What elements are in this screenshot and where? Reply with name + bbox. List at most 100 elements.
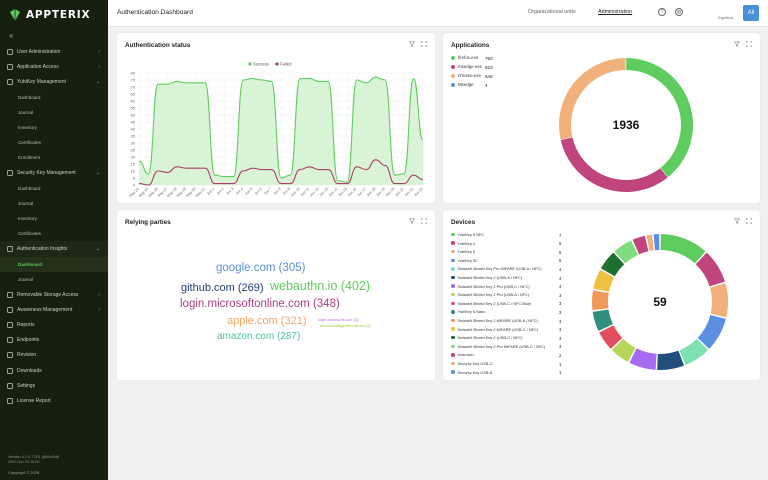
donut-slice[interactable] — [592, 290, 609, 311]
donut-slice[interactable] — [599, 325, 623, 349]
donut-slice[interactable] — [559, 58, 626, 140]
sidebar-subitem-dashboard[interactable]: Dashboard — [0, 256, 108, 272]
donut-slice[interactable] — [646, 234, 654, 252]
sidebar-item-security-key-management[interactable]: Security Key Management ⌄ — [0, 166, 108, 181]
sidebar-subitem-dashboard[interactable]: Dashboard — [18, 94, 41, 100]
filter-icon[interactable] — [409, 218, 415, 224]
legend-item[interactable]: Swissbit iShield Key Pro MIFARE (USB-A /… — [451, 266, 542, 271]
copyright: Copyright © 2026 — [8, 470, 40, 475]
sidebar-subitem-dashboard[interactable]: Dashboard — [18, 185, 41, 191]
sidebar-subitem-journal[interactable]: Journal — [18, 276, 34, 282]
legend-item[interactable]: Security Key USB-A — [451, 370, 492, 375]
legend-item[interactable]: YubiKey 5 Nano — [451, 309, 485, 314]
filter-icon[interactable] — [409, 41, 415, 47]
legend-item[interactable]: Unknown — [451, 352, 474, 357]
administration-link[interactable]: Administration — [598, 9, 633, 15]
app-logo[interactable]: APPTERIX — [8, 6, 90, 24]
word-cloud-term[interactable]: demo.visitlogintest.demo (3) — [320, 323, 371, 328]
sidebar-item-settings[interactable]: Settings — [0, 378, 108, 393]
app-name: APPTERIX — [26, 9, 91, 21]
collapse-sidebar-icon[interactable]: « — [9, 31, 14, 40]
legend-item[interactable]: Msedge — [451, 82, 474, 87]
legend-item[interactable]: Swissbit iShield Key 2 Pro (USB-C / NFC) — [451, 284, 530, 289]
sidebar-item-reports[interactable]: Reports — [0, 317, 108, 332]
word-cloud-term[interactable]: webauthn.io (402) — [270, 279, 371, 293]
donut-slice[interactable] — [626, 58, 693, 178]
sidebar-subitem-certificates[interactable]: Certificates — [18, 231, 41, 237]
chevron-right-icon: › — [98, 63, 100, 70]
sidebar-subitem-enrollment[interactable]: Enrollment — [18, 155, 40, 161]
legend-item[interactable]: Swissbit iShield Key 2 MIFARE (USB-C / N… — [451, 327, 538, 332]
expand-icon[interactable] — [746, 218, 752, 224]
donut-slice[interactable] — [660, 234, 706, 264]
word-cloud-term[interactable]: login.microsoftonline.com (348) — [180, 298, 340, 310]
sidebar-item-endpoints[interactable]: Endpoints — [0, 333, 108, 348]
org-units-link[interactable]: Organizational units — [528, 9, 576, 15]
word-cloud-term[interactable]: github.com (269) — [181, 282, 264, 294]
donut-slice[interactable] — [632, 235, 649, 255]
sidebar-subitem-inventory[interactable]: Inventory — [18, 125, 37, 131]
user-name[interactable]: EgoMod — [718, 15, 733, 20]
legend-item[interactable]: YubiKey 5C — [451, 258, 478, 263]
sidebar-item-downloads[interactable]: Downloads — [0, 363, 108, 378]
legend-item[interactable]: msedge.exe — [451, 64, 482, 69]
sidebar-subitem-journal[interactable]: Journal — [18, 109, 34, 115]
legend-item[interactable]: Swissbit iShield Key 2 (USB-C / NFC Blue… — [451, 301, 531, 306]
donut-slice[interactable] — [614, 240, 638, 264]
donut-slice[interactable] — [657, 350, 685, 370]
sidebar-subitem-certificates[interactable]: Certificates — [18, 140, 41, 146]
legend-value: 1 — [559, 361, 562, 367]
word-cloud-term[interactable]: login.microsoft.com (3) — [318, 317, 359, 322]
legend-label: Swissbit iShield Key Pro MIFARE (USB-A /… — [457, 266, 542, 272]
legend-item[interactable]: Security Key USB-C — [451, 361, 493, 366]
donut-slice[interactable] — [592, 309, 613, 332]
legend-item[interactable]: Swissbit iShield Key 2 (USB-C / NFC) — [451, 335, 523, 340]
donut-slice[interactable] — [679, 338, 709, 366]
success-area — [139, 77, 423, 185]
word-cloud-term[interactable]: amazon.com (287) — [217, 331, 301, 342]
donut-slice[interactable] — [709, 283, 728, 318]
legend-label: Unknown — [457, 352, 474, 358]
sidebar-subitem-inventory[interactable]: Inventory — [18, 216, 37, 222]
legend-item[interactable]: chrome.exe — [451, 73, 481, 78]
globe-icon[interactable]: ◍ — [675, 8, 683, 16]
donut-slice[interactable] — [600, 252, 625, 277]
donut-slice[interactable] — [629, 348, 657, 370]
legend-item[interactable]: Swissbit iShield Key 2 MIFARE (USB-A / N… — [451, 318, 538, 323]
applications-donut-chart: 1936 — [559, 58, 693, 192]
donut-slice[interactable] — [593, 269, 615, 292]
legend-item[interactable]: YubiKey 5 NFC — [451, 232, 484, 237]
sidebar-item-revision[interactable]: Revision — [0, 348, 108, 363]
expand-icon[interactable] — [421, 218, 427, 224]
expand-icon[interactable] — [421, 41, 427, 47]
sidebar-item-authentication-insights[interactable]: Authentication Insights ⌄ — [0, 241, 108, 257]
donut-slice[interactable] — [697, 314, 726, 349]
word-cloud-term[interactable]: google.com (305) — [216, 262, 306, 274]
sidebar-item-label: Removable Storage Access — [17, 291, 79, 298]
legend-item[interactable]: YubiKey 5 — [451, 249, 475, 254]
donut-slice[interactable] — [695, 252, 725, 287]
sidebar-item-application-access[interactable]: Application Access › — [0, 59, 108, 74]
all-button[interactable]: All — [743, 5, 759, 21]
legend-item[interactable]: firefox.exe — [451, 55, 478, 60]
sidebar-item-license-report[interactable]: License Report — [0, 393, 108, 408]
filter-icon[interactable] — [734, 41, 740, 47]
donut-slice[interactable] — [611, 338, 636, 362]
y-tick-label: 5 — [133, 176, 136, 181]
sidebar-item-removable-storage-access[interactable]: Removable Storage Access › — [0, 287, 108, 302]
legend-item[interactable]: Swissbit iShield Key 2 Pro MIFARE (USB-C… — [451, 344, 545, 349]
filter-icon[interactable] — [734, 218, 740, 224]
legend-item[interactable]: YubiKey 4 — [451, 241, 475, 246]
sidebar-item-yubikey-management[interactable]: YubiKey Management ⌄ — [0, 74, 108, 89]
word-cloud-term[interactable]: apple.com (321) — [227, 315, 307, 327]
legend-item[interactable]: Swissbit iShield Key 2 (USB-A / NFC) — [451, 275, 522, 280]
y-tick-label: 45 — [131, 120, 136, 125]
expand-icon[interactable] — [746, 41, 752, 47]
legend-item[interactable]: Swissbit iShield Key 2 Pro (USB-A / NFC) — [451, 292, 529, 297]
sidebar-subitem-journal[interactable]: Journal — [18, 200, 34, 206]
sidebar-item-user-administration[interactable]: User Administration › — [0, 44, 108, 59]
help-icon[interactable]: ? — [658, 8, 666, 16]
donut-slice[interactable] — [653, 234, 660, 251]
donut-slice[interactable] — [560, 137, 668, 192]
sidebar-item-awareness-management[interactable]: Awareness Management › — [0, 302, 108, 317]
